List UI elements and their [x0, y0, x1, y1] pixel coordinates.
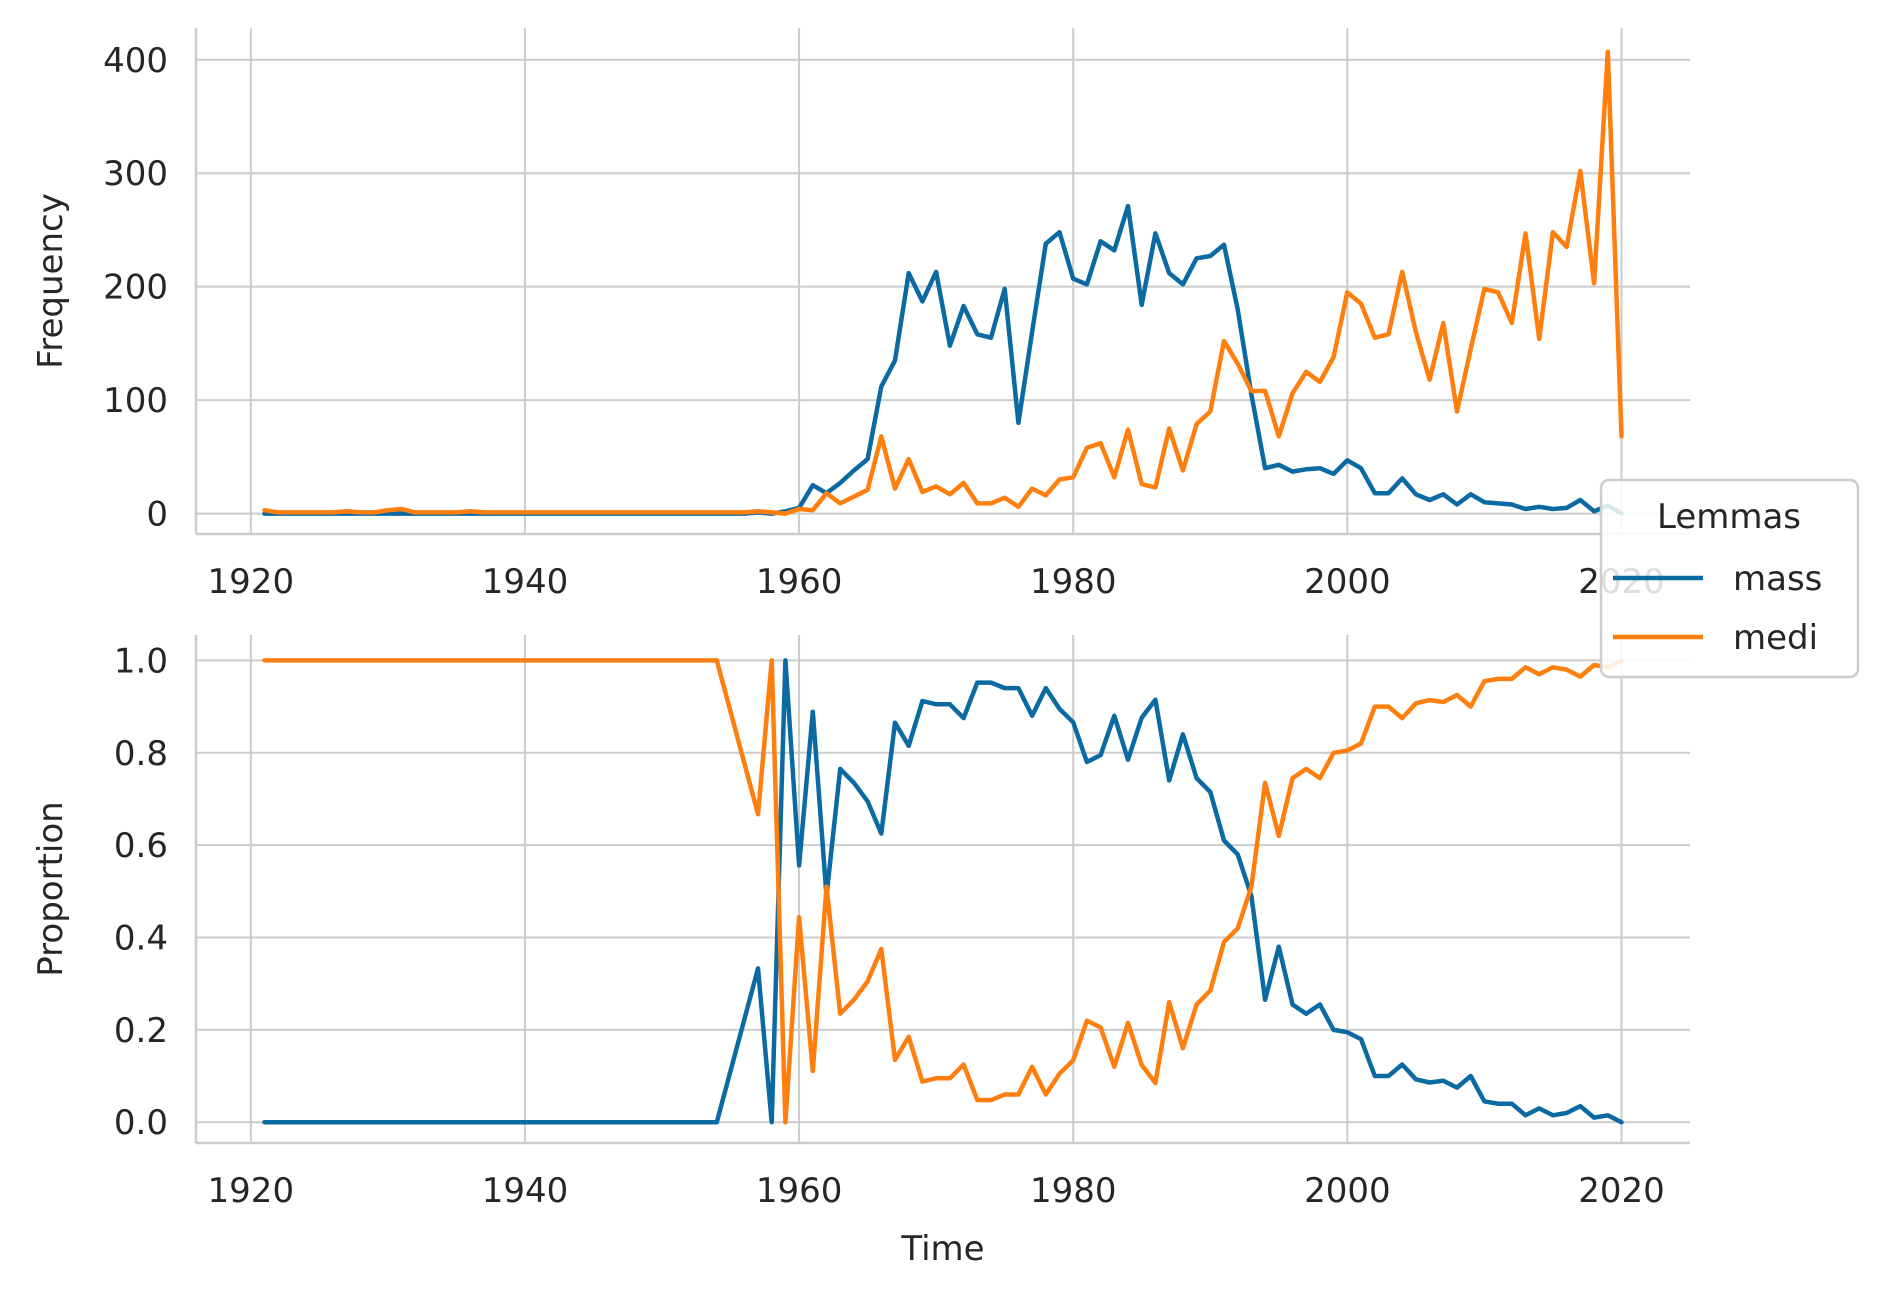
y-tick-label: 100 [103, 381, 168, 421]
x-tick-label: 2000 [1304, 1171, 1391, 1211]
series-line-medi [262, 658, 1624, 1125]
y-tick-label: 300 [103, 154, 168, 194]
y-tick-label: 200 [103, 268, 168, 308]
y-axis-label: Frequency [31, 193, 71, 369]
y-tick-label: 0.6 [114, 826, 168, 866]
y-tick-label: 0.8 [114, 734, 168, 774]
y-tick-label: 0.0 [114, 1103, 168, 1143]
legend: Lemmas mass medi [1599, 478, 1860, 679]
y-tick-label: 1.0 [114, 641, 168, 681]
legend-label-medi: medi [1733, 618, 1818, 658]
proportion-panel: 1920 1940 1960 1980 2000 2020 0.0 0.2 0.4 0.6 0.8 1… [31, 635, 1690, 1269]
x-tick-label: 1940 [482, 1171, 569, 1211]
x-tick-label: 1940 [482, 562, 569, 602]
y-tick-label: 0 [146, 495, 168, 535]
x-tick-label: 1960 [756, 1171, 843, 1211]
y-tick-label: 0.4 [114, 918, 168, 958]
x-tick-label: 1920 [208, 562, 295, 602]
y-tick-label: 400 [103, 41, 168, 81]
x-tick-label: 1960 [756, 562, 843, 602]
y-axis-label: Proportion [31, 801, 71, 976]
x-axis-label: Time [900, 1229, 984, 1269]
x-tick-label: 1980 [1030, 1171, 1117, 1211]
series-line-mass [262, 203, 1624, 516]
x-tick-label: 2000 [1304, 562, 1391, 602]
x-tick-label: 2020 [1578, 1171, 1665, 1211]
x-tick-label: 1980 [1030, 562, 1117, 602]
series-line-medi [262, 49, 1624, 516]
legend-box [1599, 478, 1860, 679]
legend-title: Lemmas [1657, 497, 1801, 537]
series-line-mass [262, 658, 1624, 1125]
legend-label-mass: mass [1733, 559, 1822, 599]
y-tick-label: 0.2 [114, 1011, 168, 1051]
x-tick-label: 1920 [208, 1171, 295, 1211]
frequency-panel: 1920194019601980200020200100200300400Fre… [31, 28, 1690, 602]
